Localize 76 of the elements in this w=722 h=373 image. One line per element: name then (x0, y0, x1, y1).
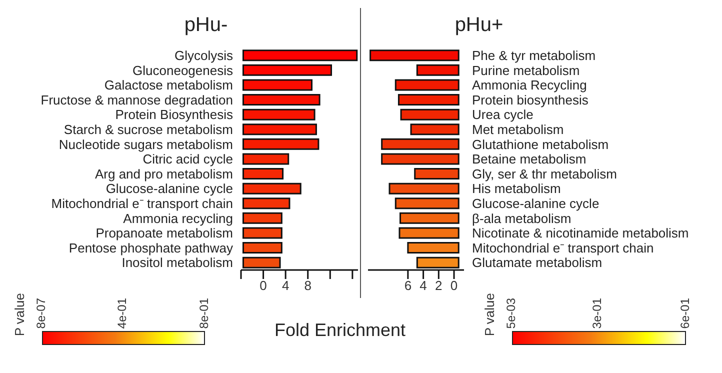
bar (398, 227, 460, 239)
y-tick-label: Mitochondrial e⁻ transport chain (472, 240, 654, 256)
y-tick-label: Citric acid cycle (142, 152, 233, 167)
y-tick-label: Propanoate metabolism (96, 226, 233, 241)
bar (242, 138, 320, 150)
y-tick-label: Fructose & mannose degradation (40, 92, 233, 108)
x-tick-label: 4 (282, 278, 290, 294)
y-tick-label: β-ala metabolism (472, 210, 572, 226)
bar (242, 242, 282, 254)
bar (416, 64, 460, 76)
y-tick-label: Gly, ser & thr metabolism (472, 166, 617, 182)
bar (242, 50, 358, 62)
color-bar-title: P value (12, 293, 27, 336)
y-tick-label: Phe & tyr metabolism (472, 48, 596, 64)
chart-title: pHu+ (454, 14, 504, 36)
bar (242, 198, 290, 210)
color-bar-label: 8e-01 (197, 298, 211, 329)
y-tick-label: Glutathione metabolism (472, 136, 609, 152)
y-tick-label: Glucose-alanine cycle (472, 196, 600, 212)
color-bar-title: P value (482, 293, 497, 336)
bar (400, 108, 460, 120)
y-tick-label: Protein biosynthesis (472, 92, 589, 108)
x-axis-title: Fold Enrichment (273, 320, 407, 341)
bar (242, 212, 282, 224)
y-tick-label: Betaine metabolism (472, 152, 586, 167)
y-tick-label: Mitochondrial e⁻ transport chain (51, 196, 233, 212)
y-tick-label: Ammonia recycling (123, 210, 233, 226)
y-tick-label: Urea cycle (472, 107, 534, 122)
x-tick-label: 6 (404, 278, 412, 294)
y-tick-label: Met metabolism (472, 122, 564, 138)
bar (242, 153, 290, 165)
chart-title: pHu- (184, 14, 228, 36)
color-bar-label: 3e-01 (590, 298, 604, 329)
bar (414, 168, 460, 180)
bar (242, 168, 284, 180)
y-tick-label: Inositol metabolism (122, 255, 233, 270)
y-tick-label: Starch & sucrose metabolism (64, 122, 233, 138)
bar (394, 198, 460, 210)
y-tick-label: Nucleotide sugars metabolism (58, 136, 233, 152)
color-bar-label: 4e-01 (115, 298, 130, 329)
y-tick-label: Glucose-alanine cycle (106, 181, 233, 196)
bar (242, 64, 332, 76)
x-tick-label: 4 (420, 278, 427, 294)
x-tick-label: 0 (450, 278, 458, 294)
bar (242, 108, 316, 120)
x-tick-label: 2 (435, 278, 442, 294)
color-bar-label: 5e-03 (504, 298, 518, 329)
bar (400, 212, 460, 224)
color-bar-label: 8e-07 (34, 298, 48, 329)
y-tick-label: Gluconeogenesis (132, 62, 234, 78)
bar (370, 50, 460, 62)
y-tick-label: His metabolism (472, 181, 561, 196)
bar (388, 182, 460, 194)
y-tick-label: Glycolysis (174, 48, 234, 64)
bar (398, 94, 460, 106)
color-bar-label: 6e-01 (678, 298, 692, 329)
y-tick-label: Pentose phosphate pathway (68, 240, 234, 256)
bar (242, 94, 320, 106)
y-tick-label: Glutamate metabolism (472, 255, 602, 270)
bar (242, 227, 282, 239)
y-tick-label: Purine metabolism (472, 62, 580, 78)
bar (242, 79, 313, 91)
y-tick-label: Protein Biosynthesis (115, 107, 234, 122)
y-tick-label: Galactose metabolism (104, 78, 233, 93)
x-tick-label: 0 (260, 278, 267, 294)
x-tick-label: 8 (304, 278, 312, 294)
y-tick-label: Ammonia Recycling (472, 78, 587, 93)
bar (242, 182, 302, 194)
y-tick-label: Nicotinate & nicotinamide metabolism (472, 226, 689, 241)
y-tick-label: Arg and pro metabolism (94, 166, 233, 182)
bar (381, 138, 460, 150)
bar (381, 153, 460, 165)
bar (394, 79, 460, 91)
bar (407, 242, 460, 254)
bar (410, 124, 460, 136)
bar (242, 124, 317, 136)
